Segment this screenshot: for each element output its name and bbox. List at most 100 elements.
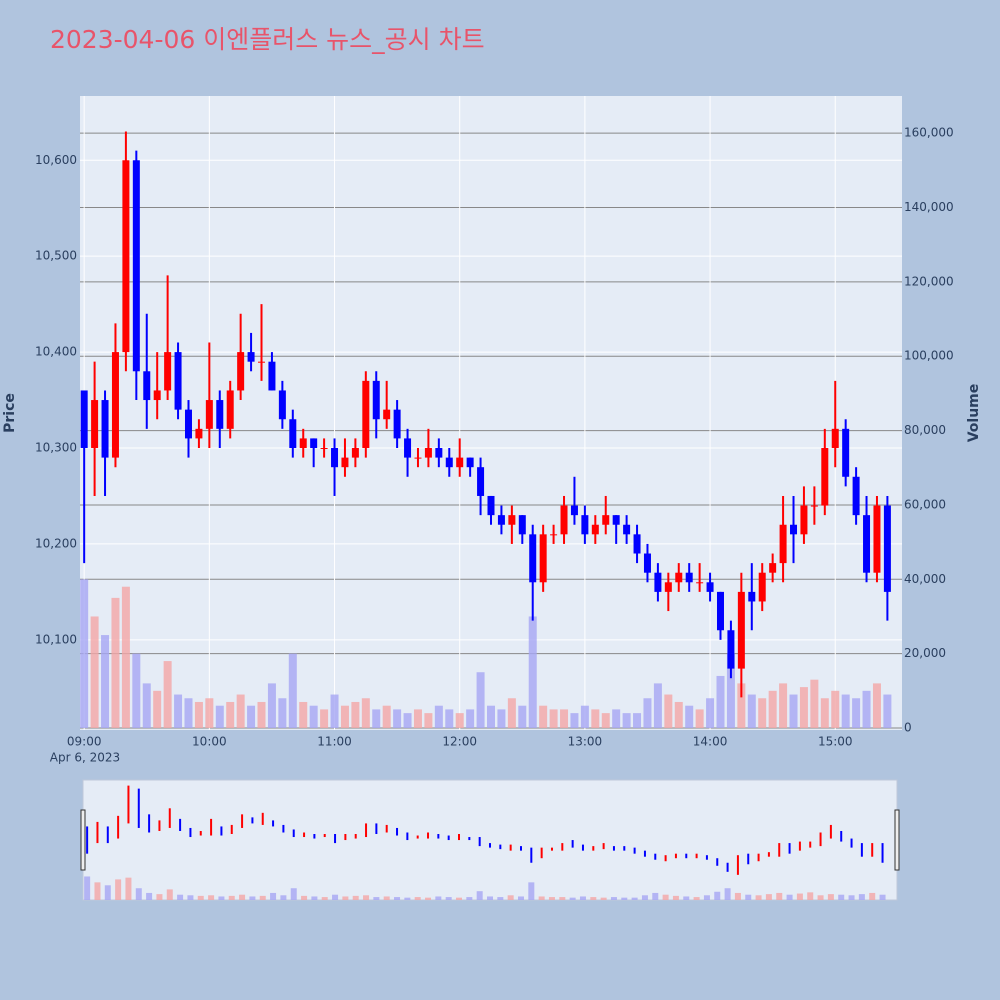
candle-body bbox=[696, 582, 704, 584]
candle-body bbox=[184, 409, 192, 439]
y2-tick-label: 100,000 bbox=[904, 349, 954, 363]
volume-bar bbox=[174, 694, 183, 728]
volume-bar bbox=[111, 597, 120, 728]
candle-body bbox=[497, 515, 505, 525]
candle-body bbox=[810, 505, 818, 507]
volume-bar bbox=[142, 683, 151, 728]
mini-volume-bar bbox=[641, 895, 648, 900]
candle-body bbox=[664, 582, 672, 592]
mini-volume-bar bbox=[414, 897, 421, 900]
mini-volume-bar bbox=[487, 896, 493, 900]
mini-volume-bar bbox=[311, 896, 318, 900]
volume-bar bbox=[507, 698, 516, 728]
slider-handle[interactable] bbox=[80, 809, 86, 871]
mini-volume-bar bbox=[507, 895, 514, 900]
mini-volume-bar bbox=[548, 897, 555, 900]
volume-bar bbox=[685, 705, 694, 728]
mini-volume-bar bbox=[425, 897, 432, 900]
candle-body bbox=[153, 390, 161, 401]
mini-volume-bar bbox=[807, 892, 814, 900]
mini-volume-bar bbox=[517, 896, 524, 900]
volume-bar bbox=[560, 709, 569, 728]
candle-body bbox=[675, 572, 683, 583]
mini-volume-bar bbox=[146, 892, 153, 900]
mini-volume-bar bbox=[218, 896, 225, 900]
candle-body bbox=[518, 515, 526, 535]
candle-body bbox=[737, 591, 745, 669]
volume-bar bbox=[476, 672, 485, 728]
candle-body bbox=[456, 457, 464, 468]
volume-bar bbox=[247, 705, 256, 728]
candle-body bbox=[362, 380, 370, 449]
mini-volume-bar bbox=[590, 897, 597, 900]
candle-body bbox=[831, 428, 839, 449]
candle-body bbox=[477, 467, 485, 496]
volume-bar bbox=[424, 713, 433, 728]
candle-body bbox=[372, 380, 380, 420]
y-axis-title: Price bbox=[2, 393, 18, 433]
volume-bar bbox=[674, 701, 683, 728]
volume-bar bbox=[372, 709, 381, 728]
mini-volume-bar bbox=[84, 876, 91, 900]
mini-volume-bar bbox=[352, 895, 359, 900]
volume-bar bbox=[716, 675, 725, 728]
volume-bar bbox=[434, 705, 443, 728]
mini-volume-bar bbox=[115, 879, 122, 900]
mini-volume-bar bbox=[394, 897, 401, 900]
mini-volume-bar bbox=[796, 893, 803, 900]
volume-bar bbox=[518, 705, 527, 728]
volume-bar bbox=[570, 713, 579, 728]
mini-volume-bar bbox=[466, 897, 473, 900]
mini-volume-bar bbox=[683, 896, 690, 900]
mini-volume-bar bbox=[579, 896, 586, 900]
candle-body bbox=[91, 400, 99, 449]
candle-body bbox=[685, 572, 693, 583]
volume-bar bbox=[309, 705, 318, 728]
mini-volume-bar bbox=[166, 889, 173, 900]
volume-bar bbox=[403, 713, 412, 728]
x-tick-label: 12:00 bbox=[442, 735, 477, 749]
volume-bar bbox=[549, 709, 558, 728]
candle-body bbox=[341, 457, 349, 468]
volume-bar bbox=[455, 713, 464, 728]
candle-body bbox=[602, 515, 610, 525]
candle-body bbox=[779, 524, 787, 564]
y2-tick-label: 120,000 bbox=[904, 274, 954, 288]
candle-body bbox=[748, 591, 756, 602]
mini-volume-bar bbox=[476, 891, 483, 900]
volume-bar bbox=[789, 694, 798, 728]
volume-bar bbox=[706, 698, 715, 728]
candle-body bbox=[164, 352, 172, 391]
y-tick-label: 10,600 bbox=[35, 153, 77, 167]
slider-handle[interactable] bbox=[894, 809, 900, 871]
mini-volume-bar bbox=[332, 894, 339, 900]
mini-volume-bar bbox=[456, 897, 463, 900]
volume-bar bbox=[528, 616, 537, 728]
candle-body bbox=[727, 630, 735, 669]
candle-body bbox=[529, 534, 537, 583]
mini-volume-bar bbox=[259, 895, 266, 900]
y-tick-label: 10,100 bbox=[35, 632, 77, 646]
candle-body bbox=[654, 572, 662, 592]
volume-bar bbox=[799, 687, 808, 728]
mini-volume-bar bbox=[703, 895, 710, 900]
y2-tick-label: 40,000 bbox=[904, 572, 946, 586]
candle-body bbox=[205, 400, 213, 429]
volume-bar bbox=[393, 709, 402, 728]
volume-bar bbox=[382, 705, 391, 728]
candle-body bbox=[550, 534, 558, 536]
plot-area bbox=[80, 96, 902, 730]
candle-body bbox=[612, 515, 620, 525]
mini-volume-bar bbox=[652, 892, 659, 900]
range-slider[interactable] bbox=[82, 779, 898, 901]
mini-volume-bar bbox=[187, 895, 194, 900]
candle-body bbox=[383, 409, 391, 420]
y-tick-label: 10,300 bbox=[35, 441, 77, 455]
candle-body bbox=[623, 524, 631, 535]
mini-volume-bar bbox=[786, 894, 793, 900]
x-tick-label: 14:00 bbox=[693, 735, 728, 749]
volume-bar bbox=[267, 683, 276, 728]
candle-body bbox=[226, 390, 234, 429]
candle-body bbox=[821, 448, 829, 506]
